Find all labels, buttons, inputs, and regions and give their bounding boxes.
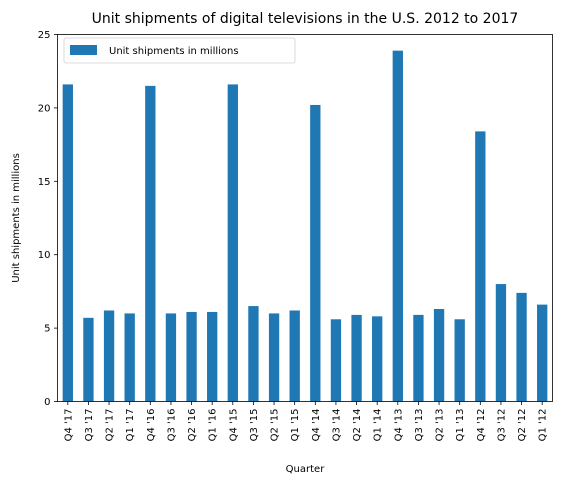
bar-4 (145, 85, 156, 402)
bar-19 (454, 319, 465, 402)
bar-16 (392, 50, 403, 402)
bar-12 (310, 104, 321, 402)
bar-1 (83, 317, 94, 402)
x-tick-label-11: Q1 '15 (290, 409, 301, 442)
bar-5 (165, 313, 177, 402)
bar-13 (330, 319, 342, 402)
y-tick-label-1: 5 (44, 324, 50, 335)
x-axis-ticks: Q4 '17 Q3 '17 Q2 '17 Q1 '17 Q4 '16 Q3 '16 Q2 '… (63, 401, 549, 442)
y-tick-label-5: 25 (38, 30, 51, 41)
bar-17 (413, 314, 424, 402)
bar-7 (207, 311, 218, 402)
x-tick-label-3: Q1 '17 (125, 409, 136, 442)
x-tick-label-17: Q3 '13 (414, 409, 425, 442)
x-tick-label-0: Q4 '17 (63, 409, 74, 442)
plot-frame (57, 34, 553, 402)
x-tick-label-4: Q4 '16 (146, 409, 157, 442)
x-tick-label-1: Q3 '17 (84, 409, 95, 442)
x-tick-label-8: Q4 '15 (228, 409, 239, 442)
x-tick-label-15: Q1 '14 (373, 409, 384, 442)
legend-swatch (70, 45, 97, 55)
x-tick-label-7: Q1 '16 (208, 409, 219, 442)
bar-2 (103, 310, 115, 402)
x-tick-label-12: Q4 '14 (311, 409, 322, 442)
x-tick-label-22: Q2 '12 (517, 409, 528, 442)
bar-21 (495, 284, 507, 402)
x-tick-label-14: Q2 '14 (352, 409, 363, 442)
bars-group (62, 50, 548, 402)
x-tick-label-20: Q4 '12 (476, 409, 487, 442)
x-tick-label-21: Q3 '12 (496, 409, 507, 442)
x-tick-label-23: Q1 '12 (538, 409, 549, 442)
bar-11 (289, 310, 300, 402)
y-tick-label-4: 20 (38, 103, 51, 114)
x-tick-label-9: Q3 '15 (249, 409, 260, 442)
legend: Unit shipments in millions (63, 37, 296, 64)
y-tick-label-2: 10 (38, 250, 51, 261)
x-axis-label: Quarter (286, 464, 326, 475)
bar-23 (537, 304, 548, 402)
chart-title: Unit shipments of digital televisions in… (92, 11, 519, 27)
y-axis-ticks: 0 5 10 15 20 25 (38, 30, 58, 408)
x-tick-label-16: Q4 '13 (393, 409, 404, 442)
y-tick-label-3: 15 (38, 177, 51, 188)
bar-22 (516, 292, 527, 402)
bar-6 (186, 311, 197, 402)
bar-10 (268, 313, 280, 402)
bar-0 (62, 84, 73, 402)
x-tick-label-18: Q2 '13 (435, 409, 446, 442)
x-tick-label-13: Q3 '14 (331, 409, 342, 442)
legend-box (63, 37, 296, 64)
y-axis-label: Unit shipments in millions (11, 153, 22, 283)
legend-label: Unit shipments in millions (109, 46, 239, 57)
bar-18 (433, 309, 445, 402)
x-tick-label-10: Q2 '15 (270, 409, 281, 442)
bar-9 (248, 306, 259, 402)
x-tick-label-2: Q2 '17 (105, 409, 116, 442)
bar-20 (475, 131, 486, 402)
y-tick-label-0: 0 (44, 397, 50, 408)
x-tick-label-6: Q2 '16 (187, 409, 198, 442)
bar-14 (351, 314, 362, 402)
x-tick-label-5: Q3 '16 (166, 409, 177, 442)
x-tick-label-19: Q1 '13 (455, 409, 466, 442)
bar-15 (372, 316, 383, 402)
bar-3 (124, 313, 135, 402)
bar-8 (227, 84, 238, 402)
